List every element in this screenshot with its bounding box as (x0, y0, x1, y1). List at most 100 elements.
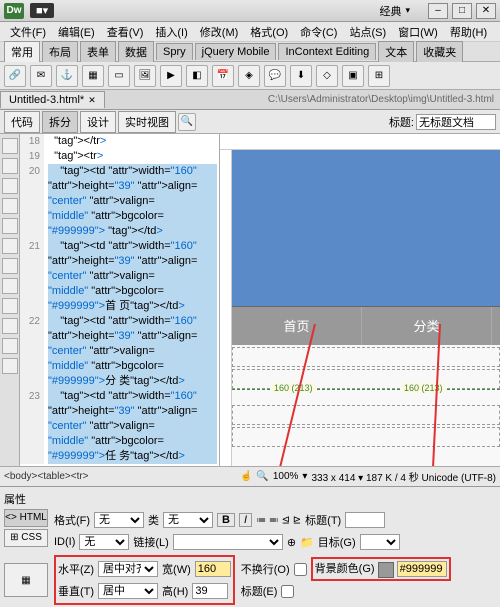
menu-view[interactable]: 查看(V) (101, 22, 150, 42)
bg-label: 背景颜色(G) (315, 563, 375, 575)
zoom-tool-icon[interactable]: 🔍 (256, 471, 268, 482)
tool-image-icon[interactable]: 🖼 (134, 65, 156, 87)
tool-date-icon[interactable]: 📅 (212, 65, 234, 87)
tab-layout[interactable]: 布局 (42, 41, 78, 62)
codetool-6[interactable] (2, 238, 18, 254)
inspect-icon[interactable]: 🔍 (178, 113, 196, 131)
tool-email-icon[interactable]: ✉ (30, 65, 52, 87)
doc-path: C:\Users\Administrator\Desktop\img\Untit… (268, 94, 500, 105)
menubar: 文件(F) 编辑(E) 查看(V) 插入(I) 修改(M) 格式(O) 命令(C… (0, 22, 500, 42)
doc-tab-label: Untitled-3.html* (9, 94, 84, 106)
view-toolbar: 代码 拆分 设计 实时视图 🔍 标题: (0, 110, 500, 134)
header-label: 标题(E) (241, 583, 278, 599)
codetool-7[interactable] (2, 258, 18, 274)
codetool-3[interactable] (2, 178, 18, 194)
tool-div-icon[interactable]: ▭ (108, 65, 130, 87)
title2-input[interactable] (345, 512, 385, 528)
tool-template-icon[interactable]: ▣ (342, 65, 364, 87)
tool-ssi-icon[interactable]: ◈ (238, 65, 260, 87)
tab-common[interactable]: 常用 (4, 41, 40, 62)
tab-jquery[interactable]: jQuery Mobile (195, 43, 277, 60)
tool-comment-icon[interactable]: 💬 (264, 65, 286, 87)
width-input[interactable] (195, 561, 231, 577)
tab-incontext[interactable]: InContext Editing (278, 43, 376, 60)
code-content[interactable]: "tag"></tr> "tag"><tr> "tag"><td "attr">… (46, 134, 219, 466)
list-buttons[interactable]: ≔ ≕ ⊴ ⊵ (256, 515, 301, 526)
tool-media-icon[interactable]: ▶ (160, 65, 182, 87)
codetool-4[interactable] (2, 198, 18, 214)
tool-table-icon[interactable]: ▦ (82, 65, 104, 87)
codetool-10[interactable] (2, 318, 18, 334)
header-checkbox[interactable] (281, 585, 294, 598)
status-info: 333 x 414 ▾ 187 K / 4 秒 Unicode (UTF-8) (311, 469, 496, 484)
id-select[interactable]: 无 (79, 534, 129, 550)
nowrap-checkbox[interactable] (294, 563, 307, 576)
annotation-arrow-1 (220, 134, 480, 466)
valign-select[interactable]: 居中 (98, 583, 158, 599)
menu-help[interactable]: 帮助(H) (444, 22, 493, 42)
halign-select[interactable]: 居中对齐 (98, 561, 158, 577)
props-tab-html[interactable]: <> HTML (4, 509, 48, 527)
codetool-5[interactable] (2, 218, 18, 234)
menu-window[interactable]: 窗口(W) (392, 22, 444, 42)
layout-dropdown[interactable]: ■▾ (30, 3, 54, 18)
codetool-12[interactable] (2, 358, 18, 374)
bold-button[interactable]: B (217, 513, 235, 527)
hand-tool-icon[interactable]: ☝ (240, 471, 252, 482)
props-tab-css[interactable]: ⊞ CSS (4, 529, 48, 547)
menu-command[interactable]: 命令(C) (294, 22, 343, 42)
tag-selector[interactable]: <body><table><tr> (4, 471, 89, 482)
link-browse-icon[interactable]: 📁 (300, 536, 314, 549)
title-label: 标题: (389, 114, 414, 130)
tab-spry[interactable]: Spry (156, 43, 193, 60)
tab-text[interactable]: 文本 (378, 41, 414, 62)
tool-head-icon[interactable]: ⬇ (290, 65, 312, 87)
menu-insert[interactable]: 插入(I) (149, 22, 193, 42)
height-input[interactable] (192, 583, 228, 599)
class-select[interactable]: 无 (163, 512, 213, 528)
menu-site[interactable]: 站点(S) (343, 22, 392, 42)
tool-widget-icon[interactable]: ◧ (186, 65, 208, 87)
menu-modify[interactable]: 修改(M) (194, 22, 245, 42)
menu-format[interactable]: 格式(O) (244, 22, 294, 42)
link-label: 链接(L) (133, 534, 168, 550)
codetool-8[interactable] (2, 278, 18, 294)
codetool-11[interactable] (2, 338, 18, 354)
codetool-1[interactable] (2, 138, 18, 154)
tool-tag-icon[interactable]: ⊞ (368, 65, 390, 87)
bg-color-swatch[interactable] (378, 562, 394, 578)
design-preview[interactable]: 首页 分类 160 (213) 160 (213) (220, 134, 500, 466)
zoom-value[interactable]: 100% (273, 471, 299, 482)
menu-file[interactable]: 文件(F) (4, 22, 52, 42)
codetool-2[interactable] (2, 158, 18, 174)
maximize-button[interactable]: □ (452, 3, 472, 19)
title-input[interactable] (416, 114, 496, 130)
document-tabs: Untitled-3.html* ✕ C:\Users\Administrato… (0, 90, 500, 110)
target-select[interactable] (360, 534, 400, 550)
close-tab-icon[interactable]: ✕ (88, 95, 96, 106)
code-editor[interactable]: 181920212223 "tag"></tr> "tag"><tr> "tag… (20, 134, 220, 466)
view-design[interactable]: 设计 (80, 111, 116, 133)
doc-tab[interactable]: Untitled-3.html* ✕ (0, 91, 105, 108)
layout-preset[interactable]: 经典 (379, 3, 401, 19)
italic-button[interactable]: I (239, 513, 252, 527)
menu-edit[interactable]: 编辑(E) (52, 22, 101, 42)
tab-data[interactable]: 数据 (118, 41, 154, 62)
tool-anchor-icon[interactable]: ⚓ (56, 65, 78, 87)
view-code[interactable]: 代码 (4, 111, 40, 133)
link-point-icon[interactable]: ⊕ (287, 536, 296, 549)
tab-form[interactable]: 表单 (80, 41, 116, 62)
minimize-button[interactable]: – (428, 3, 448, 19)
close-button[interactable]: ✕ (476, 3, 496, 19)
bg-color-input[interactable] (397, 561, 447, 577)
tool-link-icon[interactable]: 🔗 (4, 65, 26, 87)
view-live[interactable]: 实时视图 (118, 111, 176, 133)
halign-label: 水平(Z) (58, 561, 94, 577)
tab-fav[interactable]: 收藏夹 (416, 41, 463, 62)
nowrap-label: 不换行(O) (241, 561, 290, 577)
format-select[interactable]: 无 (94, 512, 144, 528)
codetool-9[interactable] (2, 298, 18, 314)
tool-script-icon[interactable]: ◇ (316, 65, 338, 87)
view-split[interactable]: 拆分 (42, 111, 78, 133)
link-select[interactable] (173, 534, 283, 550)
